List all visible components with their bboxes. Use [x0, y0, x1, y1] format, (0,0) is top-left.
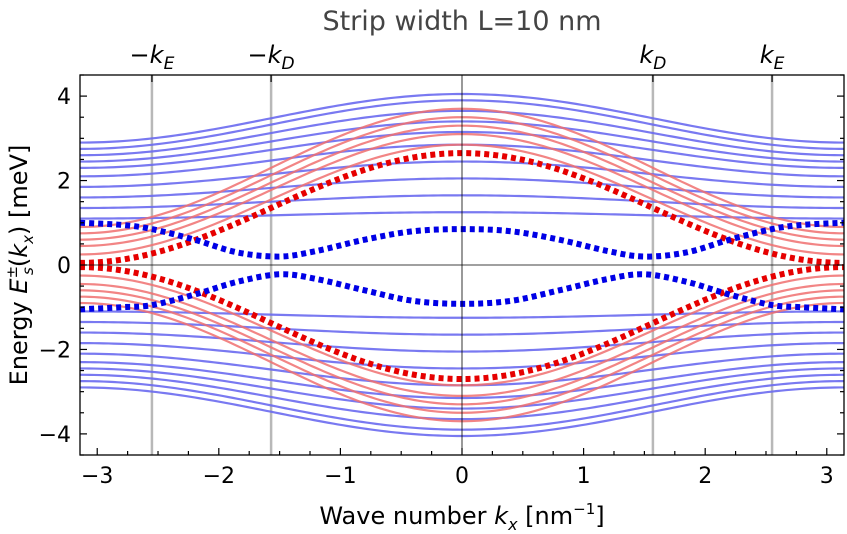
x-tick-labels: −3 −2 −1 0 1 2 3: [81, 464, 834, 489]
top-axis-labels: −kE −kD kD kE: [130, 41, 785, 74]
x-tick-label: −2: [203, 464, 235, 489]
top-label-kE: kE: [760, 41, 785, 74]
zero-line-group: [80, 75, 844, 455]
y-tick-label: 2: [57, 170, 71, 195]
y-tick-labels: −4 −2 0 2 4: [39, 85, 71, 448]
y-tick-label: 0: [57, 254, 71, 279]
y-tick-label: 4: [57, 85, 71, 110]
x-tick-label: −3: [81, 464, 113, 489]
y-tick-label: −4: [39, 423, 71, 448]
y-tick-label: −2: [39, 338, 71, 363]
top-label-kD: kD: [639, 41, 666, 74]
x-tick-label: 3: [820, 464, 834, 489]
x-tick-label: 1: [577, 464, 591, 489]
y-axis-label: Energy E±s(kx) [meV]: [3, 145, 37, 386]
x-tick-label: 2: [698, 464, 712, 489]
top-label--kD: −kD: [248, 41, 295, 74]
top-label--kE: −kE: [130, 41, 175, 74]
chart-title: Strip width L=10 nm: [322, 6, 601, 37]
tick-marks: [80, 74, 844, 456]
x-axis-label: Wave number kx [nm−1]: [319, 500, 604, 534]
x-tick-label: −1: [324, 464, 356, 489]
x-tick-label: 0: [455, 464, 469, 489]
